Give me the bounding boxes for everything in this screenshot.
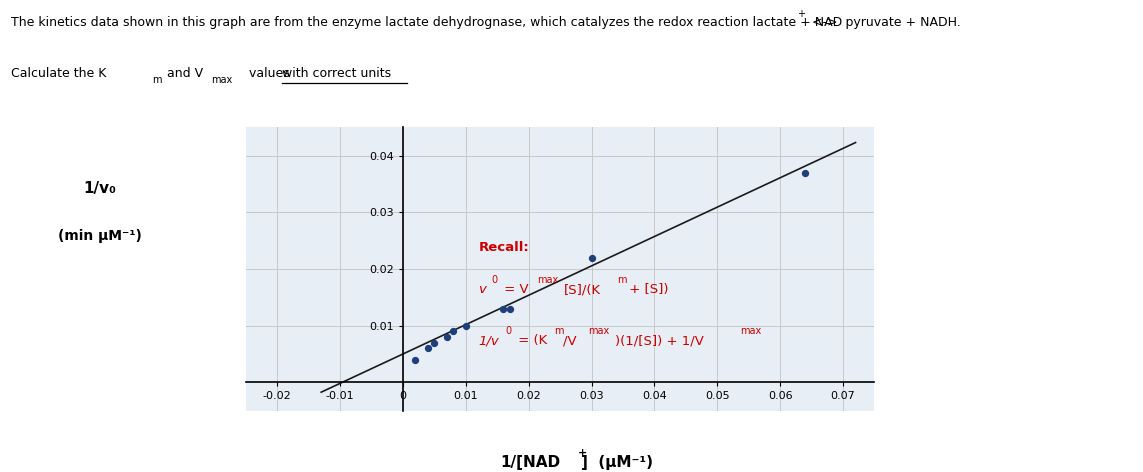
Point: [445, 328, 463, 335]
Text: and V: and V: [163, 67, 203, 81]
Point: [495, 305, 513, 312]
Text: ]  (μM⁻¹): ] (μM⁻¹): [582, 455, 653, 470]
Text: 1/v: 1/v: [479, 334, 499, 347]
Point: [583, 254, 601, 261]
Point: [438, 333, 456, 341]
Text: max: max: [740, 326, 761, 336]
Text: (min μM⁻¹): (min μM⁻¹): [57, 229, 142, 243]
Text: /V: /V: [562, 334, 576, 347]
Point: [796, 169, 814, 177]
Point: [501, 305, 519, 312]
Text: 0: 0: [505, 326, 512, 336]
Text: v: v: [479, 283, 486, 296]
Point: [457, 322, 475, 329]
Text: <->  pyruvate + NADH.: <-> pyruvate + NADH.: [808, 16, 961, 29]
Text: m: m: [554, 326, 563, 336]
Text: m: m: [152, 75, 161, 85]
Point: [419, 345, 438, 352]
Text: with correct units: with correct units: [282, 67, 391, 81]
Text: [S]/(K: [S]/(K: [563, 283, 601, 296]
Text: Calculate the K: Calculate the K: [11, 67, 106, 81]
Point: [407, 356, 425, 363]
Text: )(1/[S]) + 1/V: )(1/[S]) + 1/V: [615, 334, 704, 347]
Text: 1/[NAD: 1/[NAD: [501, 455, 560, 470]
Text: = (K: = (K: [514, 334, 547, 347]
Text: max: max: [588, 326, 609, 336]
Text: The kinetics data shown in this graph are from the enzyme lactate dehydrognase, : The kinetics data shown in this graph ar…: [11, 16, 842, 29]
Text: 0: 0: [491, 275, 497, 285]
Text: +: +: [797, 9, 805, 19]
Text: Recall:: Recall:: [479, 241, 529, 254]
Text: +: +: [578, 448, 588, 458]
Text: values: values: [245, 67, 294, 81]
Text: 1/v₀: 1/v₀: [83, 181, 115, 196]
Text: = V: = V: [501, 283, 529, 296]
Text: max: max: [537, 275, 558, 285]
Text: m: m: [617, 275, 626, 285]
Text: max: max: [211, 75, 233, 85]
Point: [425, 339, 443, 346]
Text: + [S]): + [S]): [625, 283, 669, 296]
